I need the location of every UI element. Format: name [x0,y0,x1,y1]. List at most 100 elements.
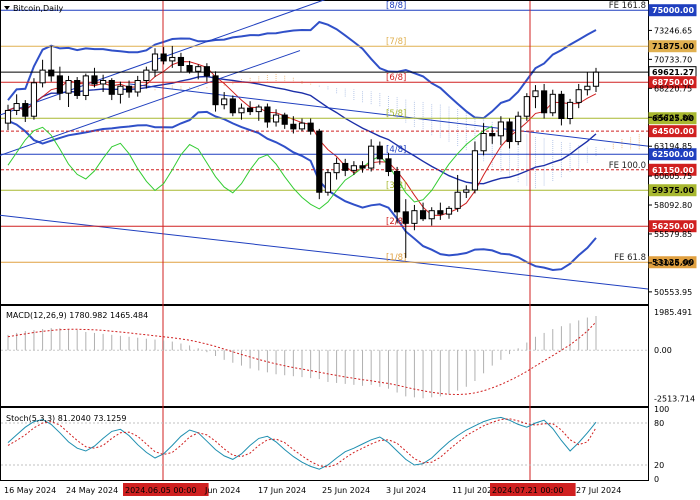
level-price-label: 53125.00 [652,258,694,267]
time-tick-label: 16 May 2024 [4,486,56,495]
candle-body [143,69,150,81]
candle-body [316,130,323,193]
time-tick-label: 2024.06.05 00:00 [125,486,196,495]
candle-body [255,106,262,113]
candle-body [151,53,159,71]
candle-body [195,66,202,72]
price-tick-label: 70733.70 [654,55,692,64]
candle-body [100,79,107,85]
stochastic-panel: 100 80 20 0 [1,405,669,484]
candle-body [558,93,565,120]
time-markers [162,1,531,480]
level-price-label: 65625.00 [652,114,694,123]
candle-body [56,75,63,94]
level-price-tag [648,76,697,89]
time-tick-label: Jun 2024 [204,486,240,495]
candle-body [186,65,193,72]
candle-body [350,165,357,171]
candle-body [497,121,504,137]
time-tick-label: 17 Jun 2024 [258,486,306,495]
candle-body [342,162,349,171]
candle-body [307,122,314,132]
time-tick-label: 27 Jul 2024 [576,486,621,495]
price-tick-label: 50553.95 [654,288,692,297]
level-price-tag [648,220,697,233]
price-tick-label: 53066.90 [654,259,692,268]
time-tick-label: 3 Jul 2024 [386,486,426,495]
candle-body [134,79,141,93]
level-price-label: 64500.00 [652,127,694,136]
level-tag: [8/8] [386,1,406,11]
time-tick-label: 25 Jun 2024 [322,486,370,495]
candle-body [592,71,600,87]
candle-body [359,165,366,169]
level-price-label: 71875.00 [652,42,694,51]
price-tick-label: 68220.75 [654,84,692,93]
candle-body [385,158,392,173]
candle-body [541,90,548,114]
price-axis: 73246.65 70733.70 68220.75 65707.80 63194.85… [648,26,692,297]
stoch-label: Stoch(5,3,3) 81.2040 73.1259 [6,414,126,423]
candle-body [82,75,89,96]
candle-body [445,207,453,215]
candle-body [48,69,55,77]
price-tick-label: 60605.75 [654,172,692,181]
price-tick-label: 58092.80 [654,201,692,210]
level-tag: [4/8] [386,145,406,155]
candle-body [65,79,72,94]
candle-body [454,191,461,209]
level-price-label: 69621.27 [652,68,694,77]
candle-body [298,122,306,130]
macd-label: MACD(12,26,9) 1780.982 1465.484 [6,311,148,320]
candle-body [74,79,81,96]
horizontal-levels: 75000.00 FE 161.8 71875.00 [7/8] 69621.27687… [1,1,697,269]
middle-band [7,75,597,185]
candle-body [463,189,470,193]
candle-body [549,93,556,114]
price-tick-label: 55579.85 [654,230,692,239]
lower-channel-line [0,50,301,156]
stoch-tick-label: 100 [654,405,669,414]
level-price-tag [648,256,697,269]
candle-body [221,98,228,106]
level-price-tag [648,112,697,125]
level-tag: [1/8] [386,253,406,263]
green-oscillator-line [7,125,493,210]
candle-body [506,121,513,143]
chart-title-group: Bitcoin,Daily [4,4,63,13]
stoch-tick-label: 20 [654,461,664,470]
level-tag: FE 61.8 [614,253,646,263]
candle-body [247,107,254,113]
level-price-tag [648,148,697,161]
candle-body [238,107,245,114]
time-tick-label: 2024.07.21 00:00 [492,486,563,495]
candle-body [13,103,20,111]
time-tick-label: 24 May 2024 [66,486,118,495]
level-price-label: 62500.00 [652,150,694,159]
level-price-label: 61150.00 [652,166,694,175]
level-price-tag [648,4,697,17]
price-tick-label: 73246.65 [654,26,692,35]
candle-body [324,172,332,193]
candle-body [91,75,98,85]
candle-body [169,56,176,62]
candle-body [402,211,409,224]
chart-title: Bitcoin,Daily [13,4,63,13]
candle-body [203,66,210,77]
candle-body [437,210,444,215]
candle-body [4,109,12,124]
candle-body [117,85,124,95]
level-price-label: 75000.00 [652,6,694,15]
macd-tick-label: 0.00 [654,346,672,355]
macd-tick-label: 1985.491 [654,308,692,317]
candle-body [428,210,435,220]
stoch-d-line [7,418,597,468]
candle-body [471,150,479,191]
candle-body [523,96,530,117]
stoch-tick-label: 80 [654,419,664,428]
candle-body [394,171,401,213]
candle-body [566,101,574,120]
stoch-k-line [7,416,597,470]
candle-body [290,123,297,130]
